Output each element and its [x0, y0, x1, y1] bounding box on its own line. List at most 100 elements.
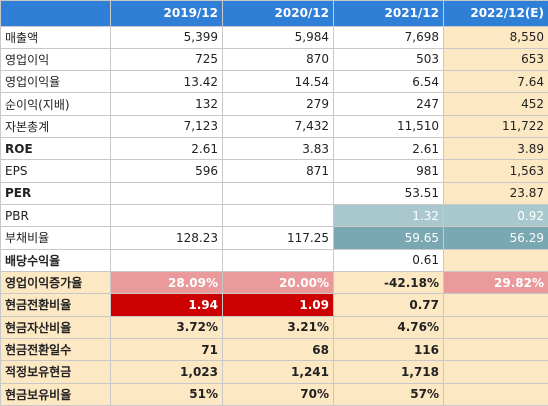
value-cell: 51%: [110, 382, 223, 406]
value-cell: 53.51: [333, 181, 444, 206]
row-label: PER: [0, 181, 111, 206]
value-cell: [443, 315, 548, 339]
value-cell: 1.09: [222, 293, 334, 317]
value-cell: 1,241: [222, 360, 334, 384]
value-cell: 4.76%: [333, 315, 444, 339]
value-cell: 71: [110, 337, 223, 362]
column-header: 2020/12: [222, 0, 334, 27]
value-cell: [443, 248, 548, 272]
value-cell: [222, 203, 334, 228]
value-cell: 3.21%: [222, 315, 334, 339]
row-label: 부채비율: [0, 226, 111, 250]
row-label: 영업이익증가율: [0, 270, 111, 295]
value-cell: 116: [333, 337, 444, 362]
value-cell: 11,510: [333, 114, 444, 139]
value-cell: 247: [333, 92, 444, 116]
value-cell: 56.29: [443, 226, 548, 250]
table-row: PBR 1.32 0.92: [0, 203, 548, 228]
table-row: 현금전환비율 1.94 1.09 0.77: [0, 293, 548, 317]
column-header: 2021/12: [333, 0, 444, 27]
row-label: EPS: [0, 159, 111, 183]
value-cell: 7.64: [443, 70, 548, 94]
row-label: PBR: [0, 203, 111, 228]
value-cell: 29.82%: [443, 270, 548, 295]
row-label: 현금자산비율: [0, 315, 111, 339]
value-cell: 57%: [333, 382, 444, 406]
row-label: 배당수익율: [0, 248, 111, 272]
row-label: 현금전환일수: [0, 337, 111, 362]
value-cell: 871: [222, 159, 334, 183]
table-row: 자본총계 7,123 7,432 11,510 11,722: [0, 114, 548, 139]
row-label: 순이익(지배): [0, 92, 111, 116]
value-cell: [110, 248, 223, 272]
table-row: 현금전환일수 71 68 116: [0, 337, 548, 362]
table-row: ROE 2.61 3.83 2.61 3.89: [0, 137, 548, 161]
value-cell: 653: [443, 47, 548, 72]
value-cell: 3.72%: [110, 315, 223, 339]
value-cell: 13.42: [110, 70, 223, 94]
value-cell: [443, 360, 548, 384]
value-cell: 20.00%: [222, 270, 334, 295]
value-cell: [222, 181, 334, 206]
header-row: 2019/12 2020/12 2021/12 2022/12(E): [0, 0, 548, 27]
value-cell: 452: [443, 92, 548, 116]
table-row: 영업이익율 13.42 14.54 6.54 7.64: [0, 70, 548, 94]
value-cell: 14.54: [222, 70, 334, 94]
row-label: 현금전환비율: [0, 293, 111, 317]
value-cell: 7,123: [110, 114, 223, 139]
value-cell: 132: [110, 92, 223, 116]
value-cell: 68: [222, 337, 334, 362]
value-cell: 5,984: [222, 25, 334, 49]
value-cell: 8,550: [443, 25, 548, 49]
value-cell: 7,432: [222, 114, 334, 139]
row-label: 매출액: [0, 25, 111, 49]
value-cell: 3.89: [443, 137, 548, 161]
value-cell: 596: [110, 159, 223, 183]
row-label: 영업이익: [0, 47, 111, 72]
value-cell: 1.94: [110, 293, 223, 317]
value-cell: 1,563: [443, 159, 548, 183]
value-cell: [110, 203, 223, 228]
value-cell: -42.18%: [333, 270, 444, 295]
value-cell: 1.32: [333, 203, 444, 228]
table-row: 현금자산비율 3.72% 3.21% 4.76%: [0, 315, 548, 339]
value-cell: 279: [222, 92, 334, 116]
table-row: 부채비율 128.23 117.25 59.65 56.29: [0, 226, 548, 250]
value-cell: 0.77: [333, 293, 444, 317]
value-cell: [443, 293, 548, 317]
value-cell: [110, 181, 223, 206]
value-cell: 117.25: [222, 226, 334, 250]
table-row: 배당수익율 0.61: [0, 248, 548, 272]
row-label: 현금보유비율: [0, 382, 111, 406]
corner-cell: [0, 0, 111, 27]
row-label: ROE: [0, 137, 111, 161]
value-cell: 725: [110, 47, 223, 72]
value-cell: 59.65: [333, 226, 444, 250]
table-row: PER 53.51 23.87: [0, 181, 548, 206]
column-header: 2022/12(E): [443, 0, 548, 27]
value-cell: 5,399: [110, 25, 223, 49]
value-cell: 1,718: [333, 360, 444, 384]
table-row: EPS 596 871 981 1,563: [0, 159, 548, 183]
value-cell: 870: [222, 47, 334, 72]
value-cell: 0.61: [333, 248, 444, 272]
row-label: 영업이익율: [0, 70, 111, 94]
table-row: 영업이익증가율 28.09% 20.00% -42.18% 29.82%: [0, 270, 548, 295]
table-row: 현금보유비율 51% 70% 57%: [0, 382, 548, 406]
value-cell: [222, 248, 334, 272]
value-cell: 2.61: [333, 137, 444, 161]
table-row: 순이익(지배) 132 279 247 452: [0, 92, 548, 116]
value-cell: 28.09%: [110, 270, 223, 295]
value-cell: 0.92: [443, 203, 548, 228]
value-cell: 23.87: [443, 181, 548, 206]
value-cell: 2.61: [110, 137, 223, 161]
value-cell: 70%: [222, 382, 334, 406]
value-cell: 3.83: [222, 137, 334, 161]
value-cell: 128.23: [110, 226, 223, 250]
value-cell: [443, 382, 548, 406]
value-cell: [443, 337, 548, 362]
table-row: 적정보유현금 1,023 1,241 1,718: [0, 360, 548, 384]
value-cell: 11,722: [443, 114, 548, 139]
